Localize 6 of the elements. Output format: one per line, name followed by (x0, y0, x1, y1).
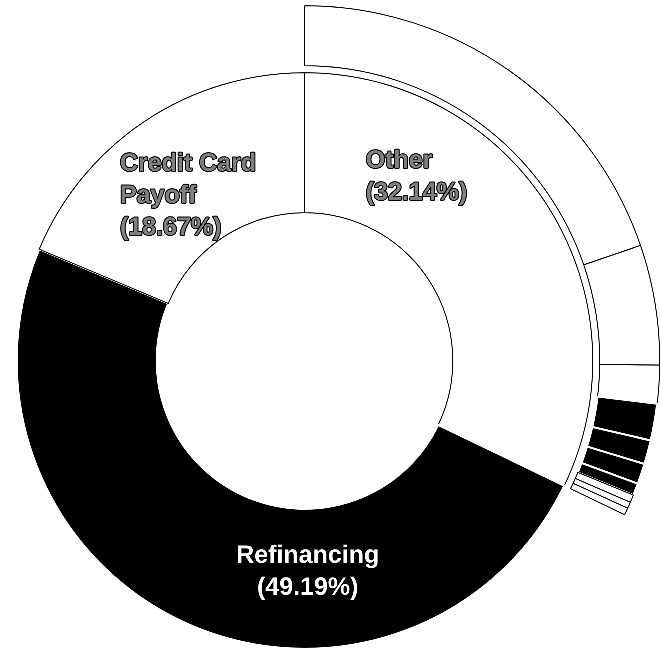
slice-label: Other (366, 146, 433, 174)
data-label: (32.14%) (366, 178, 468, 206)
slice-label: Credit Card Payoff (120, 149, 256, 210)
data-label: (18.67%) (120, 213, 222, 242)
slice-label: Refinancing (236, 540, 380, 569)
data-label: (49.19%) (257, 572, 359, 601)
